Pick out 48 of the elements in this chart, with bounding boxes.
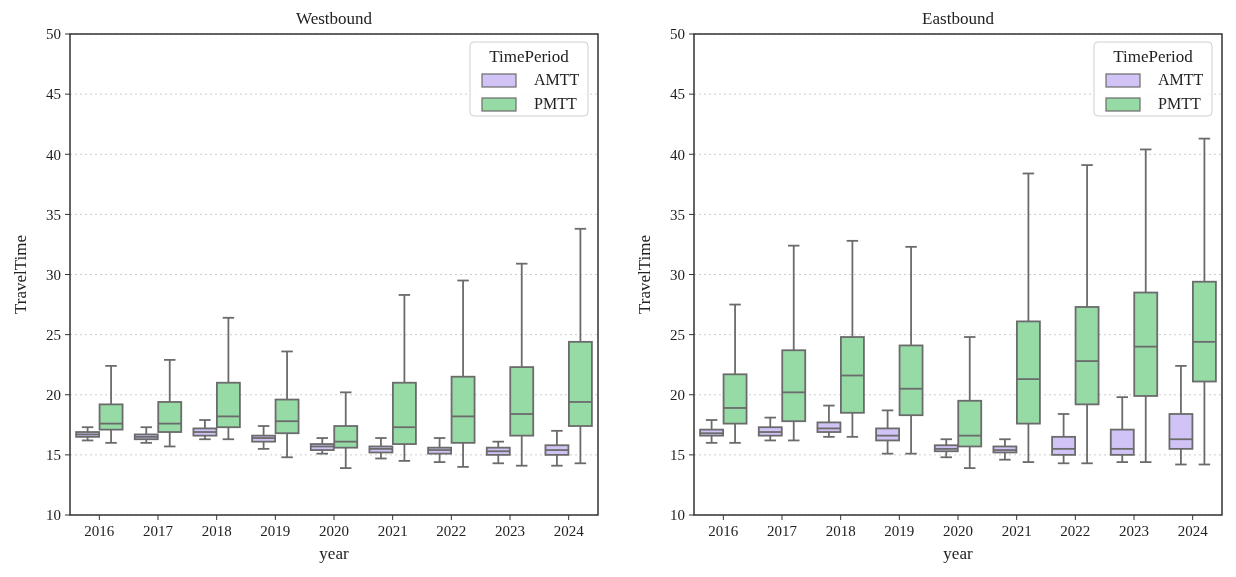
y-tick-label: 15	[46, 447, 61, 464]
chart-title: Westbound	[295, 9, 373, 28]
y-tick-label: 20	[670, 387, 685, 403]
x-axis-title: year	[319, 544, 349, 563]
x-tick-label: 2016	[708, 523, 739, 539]
y-tick-label: 30	[670, 266, 685, 283]
x-tick-label: 2023	[495, 523, 525, 539]
y-axis-title: TravelTime	[635, 234, 654, 315]
x-tick-label: 2022	[1060, 523, 1091, 539]
y-tick-label: 25	[46, 326, 61, 343]
y-tick-label: 20	[46, 387, 61, 403]
x-tick-label: 2020	[943, 523, 973, 539]
legend-label: PMTT	[1158, 95, 1201, 112]
legend-label: AMTT	[534, 71, 580, 88]
x-tick-label: 2016	[84, 523, 115, 539]
y-tick-label: 30	[46, 266, 61, 283]
x-tick-label: 2024	[553, 523, 585, 539]
y-tick-label: 50	[670, 26, 685, 43]
x-tick-label: 2017	[143, 523, 174, 539]
y-tick-label: 40	[670, 146, 685, 163]
x-tick-label: 2017	[767, 523, 798, 539]
y-tick-label: 10	[46, 507, 61, 524]
x-tick-label: 2023	[1119, 523, 1149, 539]
y-tick-label: 50	[46, 26, 61, 43]
y-axis-title: TravelTime	[11, 234, 30, 315]
legend-title: TimePeriod	[1113, 47, 1194, 66]
x-axis-title: year	[943, 544, 973, 563]
y-tick-label: 40	[46, 146, 61, 163]
x-tick-label: 2018	[201, 523, 232, 539]
x-tick-label: 2021	[1001, 523, 1032, 539]
y-tick-label: 35	[670, 206, 685, 223]
x-tick-label: 2019	[884, 523, 915, 539]
y-tick-label: 25	[670, 326, 685, 343]
x-tick-label: 2021	[377, 523, 408, 539]
x-tick-label: 2018	[825, 523, 856, 539]
x-tick-label: 2020	[319, 523, 349, 539]
x-tick-label: 2024	[1177, 523, 1209, 539]
x-tick-label: 2022	[436, 523, 467, 539]
y-tick-label: 45	[670, 86, 685, 103]
chart-title: Eastbound	[922, 9, 995, 28]
legend-title: TimePeriod	[489, 47, 570, 66]
y-tick-label: 10	[670, 507, 685, 524]
y-tick-label: 35	[46, 206, 61, 223]
legend-label: AMTT	[1158, 71, 1204, 88]
y-tick-label: 45	[46, 86, 61, 103]
y-tick-label: 15	[670, 447, 685, 464]
x-tick-label: 2019	[260, 523, 291, 539]
legend-label: PMTT	[534, 95, 577, 112]
